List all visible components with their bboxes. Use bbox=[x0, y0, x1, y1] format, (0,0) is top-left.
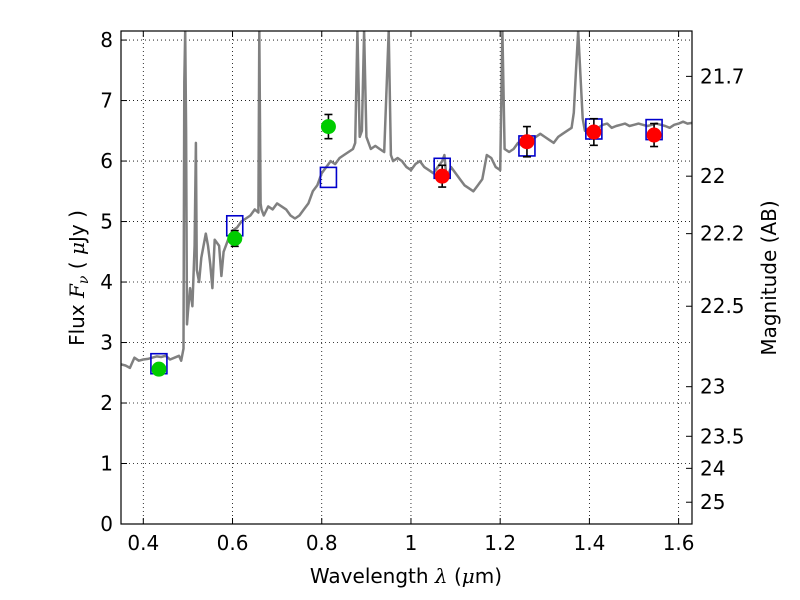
y-tick-label: 1 bbox=[100, 452, 113, 476]
y2-tick-label: 23 bbox=[700, 375, 725, 399]
x-tick-label: 1.2 bbox=[484, 531, 516, 555]
y2-tick-label: 22.5 bbox=[700, 294, 745, 318]
y-tick-label: 3 bbox=[100, 331, 113, 355]
observed-flux-point bbox=[434, 168, 450, 184]
y2-tick-label: 24 bbox=[700, 456, 725, 480]
model-photometry-square bbox=[319, 166, 338, 189]
y2-axis-label: Magnitude (AB) bbox=[757, 200, 781, 355]
plot-frame bbox=[120, 30, 693, 525]
x-tick-label: 0.6 bbox=[217, 531, 249, 555]
y-tick-label: 2 bbox=[100, 391, 113, 415]
y2-tick-label: 22.2 bbox=[700, 222, 745, 246]
observed-flux-point bbox=[519, 134, 535, 150]
model-sed-series bbox=[121, 31, 692, 370]
y-tick-label: 5 bbox=[100, 210, 113, 234]
grid bbox=[121, 31, 692, 525]
y-tick-label: 7 bbox=[100, 89, 113, 113]
observed-flux-point bbox=[320, 119, 336, 135]
observed-flux-point bbox=[586, 124, 602, 140]
y-tick-label: 6 bbox=[100, 149, 113, 173]
y2-tick-label: 25 bbox=[700, 490, 725, 514]
x-tick-label: 1.4 bbox=[573, 531, 605, 555]
y-tick-label: 4 bbox=[100, 270, 113, 294]
y2-tick-label: 21.7 bbox=[700, 64, 745, 88]
x-axis-label: Wavelength λ (μm) bbox=[310, 564, 502, 588]
axis-ticks: 0.4 0.6 0.8 1 1.2 1.4 1.601234567821.72222.222… bbox=[100, 28, 744, 555]
y-tick-label: 8 bbox=[100, 28, 113, 52]
photometry-markers bbox=[150, 113, 663, 377]
x-tick-label: 1 bbox=[405, 531, 418, 555]
observed-flux-point bbox=[227, 230, 243, 246]
observed-flux-point bbox=[646, 127, 662, 143]
x-tick-label: 0.8 bbox=[306, 531, 338, 555]
model-sed-line bbox=[121, 31, 692, 370]
x-tick-label: 0.4 bbox=[127, 531, 159, 555]
observed-flux-point bbox=[151, 361, 167, 377]
y-axis-label: Flux Fν ( μJy ) bbox=[65, 210, 92, 346]
y2-tick-label: 22 bbox=[700, 164, 725, 188]
y2-tick-label: 23.5 bbox=[700, 424, 745, 448]
x-tick-label: 1.6 bbox=[663, 531, 695, 555]
y-tick-label: 0 bbox=[100, 512, 113, 536]
